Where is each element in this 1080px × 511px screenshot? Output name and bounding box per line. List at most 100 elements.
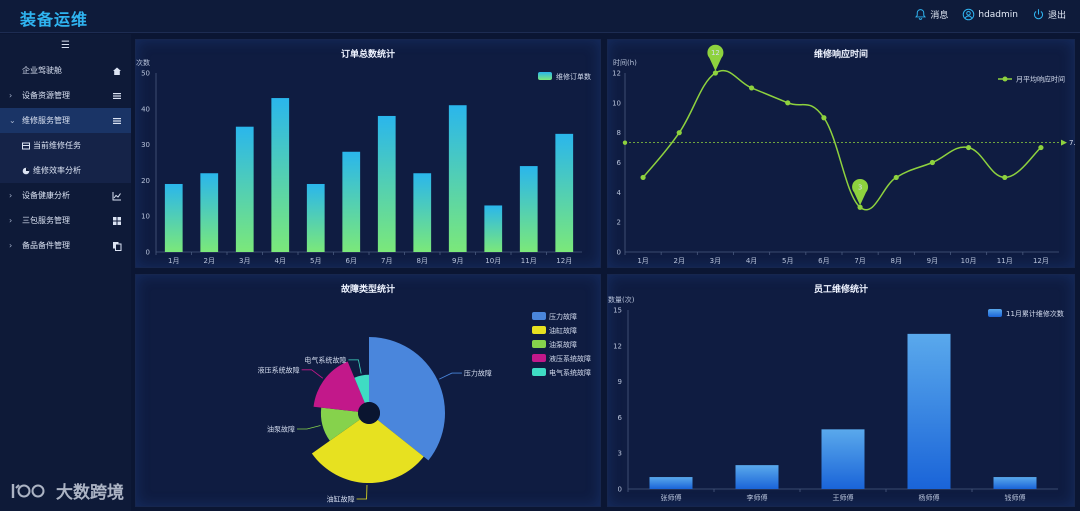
bar: [993, 477, 1037, 489]
legend-label: 电气系统故障: [549, 368, 591, 377]
sidebar-item-label: 维修效率分析: [33, 166, 81, 175]
data-point: [1002, 174, 1008, 181]
chart-title: 员工维修统计: [813, 285, 868, 295]
data-point: [893, 174, 899, 181]
sidebar-item-current-tasks[interactable]: 当前维修任务: [0, 133, 131, 158]
chevron-right-icon: ›: [9, 91, 13, 100]
orders-bar-chart: 次数 0 10 20 30 40 50 1月 2月 3月 4月 5月 6月 7月 8月 9月 10月 11月 12月…: [136, 58, 591, 265]
bar: [735, 465, 779, 489]
x-tick-label: 3月: [239, 257, 250, 265]
x-tick-label: 张师傅: [661, 493, 682, 502]
x-tick-label: 8月: [891, 257, 902, 265]
sidebar-item-efficiency-analysis[interactable]: 维修效率分析: [0, 158, 131, 183]
y-tick-label: 0: [618, 486, 622, 494]
legend-swatch: [988, 309, 1002, 317]
y-tick-label: 15: [613, 307, 622, 315]
legend-swatch: [1002, 76, 1008, 82]
sidebar-item-label: 企业驾驶舱: [22, 66, 62, 75]
power-icon: [1033, 9, 1044, 20]
table-icon: [22, 142, 30, 149]
legend-swatch: [538, 72, 552, 80]
sidebar-group-maintenance: ⌄ 维修服务管理 当前维修任务 维修效率分析: [0, 108, 131, 183]
bar: [413, 173, 432, 252]
slice-label: 油泵故障: [267, 424, 295, 433]
bar: [306, 183, 325, 252]
x-tick-label: 4月: [275, 257, 286, 265]
slice-label: 液压系统故障: [258, 365, 300, 374]
pie-slice: [320, 407, 361, 441]
data-point: [821, 115, 827, 121]
chevron-right-icon: ›: [9, 191, 13, 200]
data-point: [640, 174, 646, 181]
y-tick-label: 0: [617, 249, 621, 257]
y-tick-label: 10: [612, 99, 621, 107]
bar: [649, 477, 693, 489]
y-tick-label: 2: [617, 219, 621, 227]
y-tick-label: 3: [618, 450, 622, 458]
y-tick-label: 8: [617, 129, 621, 137]
sidebar-toggle-button[interactable]: ☰: [61, 40, 70, 51]
slice-label: 油缸故障: [327, 495, 355, 504]
sidebar-item-equipment-resources[interactable]: › 设备资源管理: [0, 83, 131, 108]
data-point: [748, 85, 755, 91]
messages-button[interactable]: 消息: [914, 8, 948, 21]
x-tick-label: 2月: [204, 257, 215, 265]
sidebar: ☰ 企业驾驶舱 › 设备资源管理 ⌄ 维修服务管理 当前维修任务 维修效率分析 …: [0, 34, 131, 511]
bar: [200, 173, 219, 252]
x-tick-label: 5月: [310, 257, 321, 265]
data-point: [965, 144, 972, 151]
chart-title: 订单总数统计: [340, 50, 395, 60]
sidebar-item-cockpit[interactable]: 企业驾驶舱: [0, 58, 131, 83]
y-tick-label: 12: [612, 70, 621, 78]
x-tick-label: 杨师傅: [919, 493, 940, 502]
y-tick-label: 12: [613, 342, 622, 350]
response-time-line-chart: 时间(h) 0 2 4 6 8 10 12 1月 2月 3月 4月 5月 6月 7月 8月 9月 10月 11月 12…: [612, 44, 1076, 265]
legend-label: 月平均响应时间: [1016, 75, 1065, 84]
y-tick-label: 6: [618, 414, 623, 422]
x-tick-label: 1月: [168, 257, 179, 265]
sidebar-item-warranty[interactable]: › 三包服务管理: [0, 208, 131, 233]
staff-maintenance-bar-chart: 数量(次) 0 3 6 9 12 15 张师傅 李师傅 王师傅 杨师傅 钱师傅 11月累计维修次数: [608, 295, 1064, 502]
bar: [519, 166, 538, 252]
x-tick-label: 9月: [452, 257, 463, 265]
legend-label: 11月累计维修次数: [1006, 309, 1064, 318]
sidebar-item-label: 备品备件管理: [22, 241, 70, 250]
logout-button[interactable]: 退出: [1032, 8, 1066, 21]
sidebar-item-label: 当前维修任务: [33, 141, 81, 150]
legend-swatch: [532, 340, 546, 348]
legend-label: 油缸故障: [549, 326, 577, 335]
bar: [448, 105, 467, 252]
user-menu[interactable]: hdadmin: [962, 8, 1018, 21]
sidebar-item-maintenance-service[interactable]: ⌄ 维修服务管理: [0, 108, 131, 133]
username-label: hdadmin: [978, 9, 1018, 20]
average-line-start: [622, 140, 628, 145]
y-axis-label: 时间(h): [613, 58, 637, 67]
slice-callout-line: [348, 359, 362, 374]
x-tick-label: 1月: [637, 257, 648, 265]
slice-label: 电气系统故障: [304, 355, 346, 364]
x-tick-label: 钱师傅: [1005, 493, 1026, 502]
y-tick-label: 10: [141, 213, 150, 221]
bar: [821, 429, 865, 489]
average-line-label: 7.33: [1069, 139, 1076, 147]
x-tick-label: 10月: [485, 257, 501, 265]
x-tick-label: 6月: [346, 257, 357, 265]
sidebar-item-health-analysis[interactable]: › 设备健康分析: [0, 183, 131, 208]
y-axis-label: 次数: [136, 58, 150, 67]
logout-label: 退出: [1047, 11, 1066, 21]
legend-swatch: [532, 368, 546, 376]
pie-slice: [369, 337, 445, 461]
list-icon: [113, 92, 121, 99]
x-tick-label: 王师傅: [833, 493, 854, 502]
legend-swatch: [532, 326, 546, 334]
max-marker-label: 12: [711, 49, 720, 57]
y-tick-label: 30: [141, 141, 150, 149]
sidebar-item-spare-parts[interactable]: › 备品备件管理: [0, 233, 131, 258]
y-tick-label: 40: [141, 105, 150, 113]
average-line-arrow: [1061, 139, 1067, 146]
fault-type-rose-chart: 压力故障油缸故障油泵故障液压系统故障电气系统故障压力故障油缸故障油泵故障液压系统…: [258, 312, 591, 504]
grid-icon: [113, 216, 121, 225]
bar: [271, 98, 290, 252]
bar: [235, 126, 254, 252]
x-tick-label: 4月: [746, 257, 757, 265]
